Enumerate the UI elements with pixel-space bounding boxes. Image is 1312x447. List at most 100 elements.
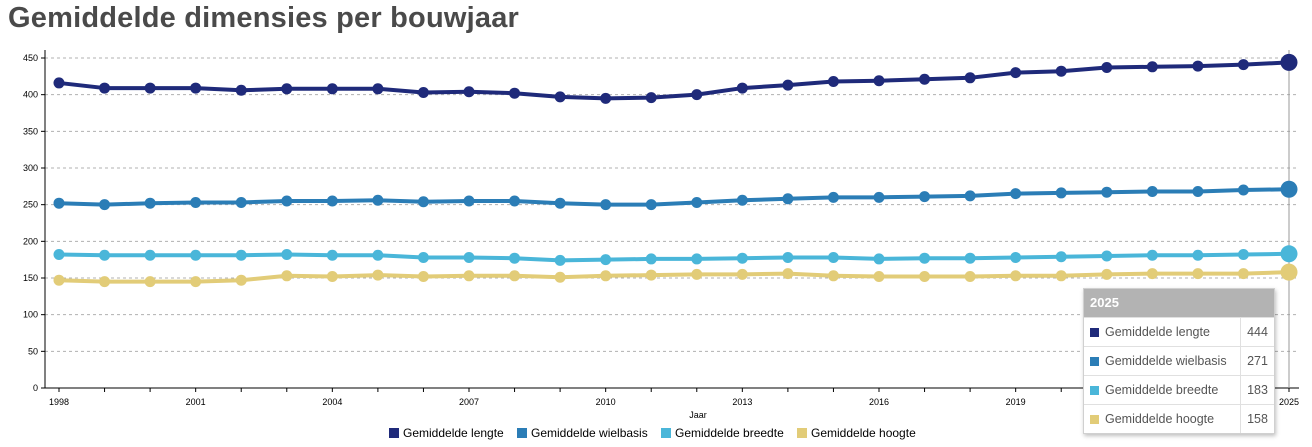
- x-axis-title: Jaar: [689, 410, 707, 420]
- data-point-3-2019: [1010, 270, 1022, 282]
- data-point-1-2017: [919, 191, 931, 203]
- data-point-3-2011: [645, 269, 657, 281]
- data-point-1-2014: [782, 193, 794, 205]
- data-point-3-2021: [1101, 268, 1113, 280]
- data-point-3-2004: [326, 271, 338, 283]
- data-point-1-2021: [1101, 186, 1113, 198]
- tooltip-name-breedte: Gemiddelde breedte: [1105, 383, 1219, 397]
- legend-label-0: Gemiddelde lengte: [403, 426, 504, 440]
- data-point-2-2005: [372, 249, 384, 261]
- x-tick-label-2010: 2010: [596, 397, 616, 407]
- series-line-0: [58, 60, 1290, 101]
- data-point-2-2003: [281, 249, 293, 261]
- data-point-1-2007: [463, 195, 475, 207]
- data-point-2-2020: [1055, 251, 1067, 263]
- data-point-0-2006: [417, 86, 429, 98]
- data-point-3-2025: [1280, 263, 1298, 281]
- data-point-3-2013: [736, 268, 748, 280]
- tooltip-swatch-lengte: [1090, 327, 1099, 337]
- data-point-2-2015: [827, 251, 839, 263]
- legend-swatch-1: [517, 428, 527, 438]
- data-point-3-2024: [1237, 268, 1249, 280]
- y-tick-label-50: 50: [28, 346, 38, 356]
- legend-swatch-0: [389, 428, 399, 438]
- data-point-0-2023: [1192, 60, 1204, 72]
- page-title: Gemiddelde dimensies per bouwjaar: [8, 2, 520, 34]
- data-point-2-2013: [736, 252, 748, 264]
- legend-label-1: Gemiddelde wielbasis: [531, 426, 648, 440]
- tooltip-name-wielbasis: Gemiddelde wielbasis: [1105, 354, 1227, 368]
- tooltip-value-lengte: 444: [1240, 318, 1274, 346]
- data-point-1-2000: [144, 197, 156, 209]
- data-point-1-2002: [235, 196, 247, 208]
- data-point-1-2019: [1010, 188, 1022, 200]
- data-point-2-2018: [964, 252, 976, 264]
- data-point-0-2014: [782, 79, 794, 91]
- x-tick-label-2007: 2007: [459, 397, 479, 407]
- data-point-0-1999: [99, 82, 111, 94]
- data-point-1-2016: [873, 191, 885, 203]
- data-point-2-2011: [645, 253, 657, 265]
- data-point-2-2021: [1101, 250, 1113, 262]
- data-point-0-2003: [281, 83, 293, 95]
- data-point-1-2023: [1192, 185, 1204, 197]
- data-point-2-1999: [99, 249, 111, 261]
- data-point-0-2019: [1010, 67, 1022, 79]
- data-point-0-2007: [463, 86, 475, 98]
- data-point-3-2002: [235, 274, 247, 286]
- data-point-3-2005: [372, 269, 384, 281]
- data-point-3-2010: [600, 270, 612, 282]
- data-point-3-2018: [964, 271, 976, 283]
- y-tick-label-150: 150: [23, 273, 38, 283]
- data-point-0-2009: [554, 91, 566, 103]
- x-tick-label-2016: 2016: [869, 397, 889, 407]
- data-point-1-2022: [1146, 185, 1158, 197]
- data-point-0-2020: [1055, 65, 1067, 77]
- data-point-2-2004: [326, 249, 338, 261]
- data-point-0-2017: [919, 73, 931, 85]
- tooltip-row-breedte: Gemiddelde breedte 183: [1084, 375, 1274, 404]
- tooltip-row-hoogte: Gemiddelde hoogte 158: [1084, 404, 1274, 433]
- x-tick-label-2025: 2025: [1279, 397, 1299, 407]
- data-point-0-2015: [827, 75, 839, 87]
- data-point-0-2001: [190, 82, 202, 94]
- data-point-0-2002: [235, 84, 247, 96]
- data-point-1-2003: [281, 195, 293, 207]
- x-tick-label-2004: 2004: [322, 397, 342, 407]
- y-tick-label-400: 400: [23, 90, 38, 100]
- data-point-2-1998: [53, 249, 65, 261]
- data-point-3-2015: [827, 270, 839, 282]
- data-point-2-2008: [509, 252, 521, 264]
- data-point-3-2008: [509, 270, 521, 282]
- data-point-1-2018: [964, 190, 976, 202]
- data-point-2-2012: [691, 253, 703, 265]
- data-point-3-1999: [99, 276, 111, 288]
- tooltip-value-hoogte: 158: [1240, 405, 1274, 433]
- data-point-3-2022: [1146, 268, 1158, 280]
- data-point-1-2009: [554, 197, 566, 209]
- tooltip-name-lengte: Gemiddelde lengte: [1105, 325, 1210, 339]
- tooltip-swatch-wielbasis: [1090, 356, 1099, 366]
- data-point-1-1998: [53, 197, 65, 209]
- data-point-2-2014: [782, 251, 794, 263]
- data-point-2-2002: [235, 249, 247, 261]
- data-point-1-2010: [600, 199, 612, 211]
- data-point-0-2005: [372, 83, 384, 95]
- data-point-2-2017: [919, 252, 931, 264]
- data-point-0-2004: [326, 83, 338, 95]
- series-line-1: [58, 187, 1290, 207]
- tooltip-name-hoogte: Gemiddelde hoogte: [1105, 412, 1215, 426]
- data-point-3-2017: [919, 271, 931, 283]
- data-point-1-2004: [326, 195, 338, 207]
- data-point-2-2023: [1192, 249, 1204, 261]
- series-line-2: [58, 251, 1290, 263]
- tooltip-value-wielbasis: 271: [1240, 347, 1274, 375]
- data-point-3-2000: [144, 276, 156, 288]
- series-line-3: [58, 270, 1290, 284]
- y-tick-label-200: 200: [23, 236, 38, 246]
- data-point-1-2024: [1237, 184, 1249, 196]
- legend-swatch-3: [797, 428, 807, 438]
- data-point-0-2012: [691, 89, 703, 101]
- x-tick-label-1998: 1998: [49, 397, 69, 407]
